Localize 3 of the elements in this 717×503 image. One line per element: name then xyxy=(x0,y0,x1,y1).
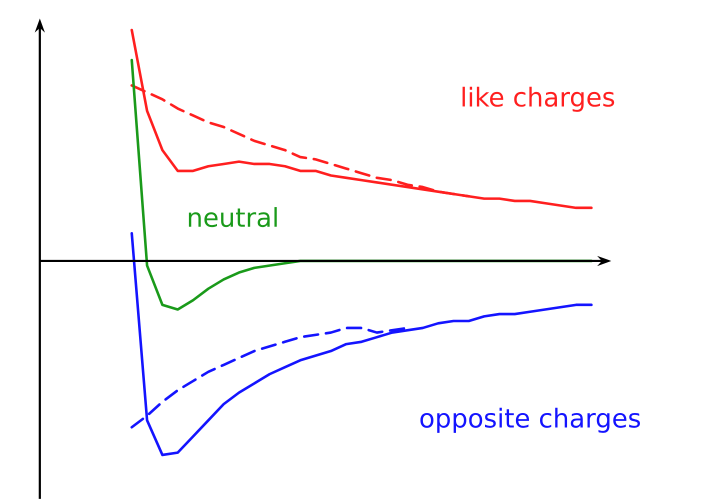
series-label: neutral xyxy=(188,207,277,228)
text: opposite charges xyxy=(420,408,640,433)
text: like charges xyxy=(462,86,614,112)
